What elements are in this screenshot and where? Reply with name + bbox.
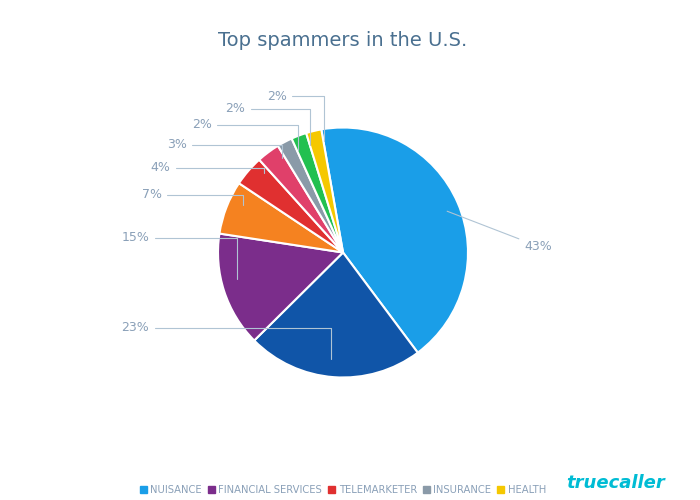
Wedge shape xyxy=(219,183,343,252)
Text: 3%: 3% xyxy=(167,138,282,158)
Wedge shape xyxy=(239,160,343,252)
Title: Top spammers in the U.S.: Top spammers in the U.S. xyxy=(218,30,468,50)
Text: 43%: 43% xyxy=(447,211,552,253)
Text: 15%: 15% xyxy=(121,231,237,279)
Wedge shape xyxy=(254,252,418,378)
Wedge shape xyxy=(321,128,468,352)
Wedge shape xyxy=(218,234,343,340)
Text: 7%: 7% xyxy=(141,188,243,204)
Legend: NUISANCE, SCAM, FINANCIAL SERVICES, DEBT COLLECTOR, TELEMARKETER, POLITICAL, INS: NUISANCE, SCAM, FINANCIAL SERVICES, DEBT… xyxy=(140,485,546,500)
Wedge shape xyxy=(259,146,343,252)
Wedge shape xyxy=(278,138,343,252)
Text: 2%: 2% xyxy=(192,118,298,150)
Text: 23%: 23% xyxy=(122,321,331,359)
Text: 2%: 2% xyxy=(225,102,311,144)
Wedge shape xyxy=(306,130,343,252)
Text: truecaller: truecaller xyxy=(566,474,666,492)
Text: 4%: 4% xyxy=(150,161,264,174)
Text: 2%: 2% xyxy=(267,90,324,142)
Wedge shape xyxy=(292,133,343,252)
